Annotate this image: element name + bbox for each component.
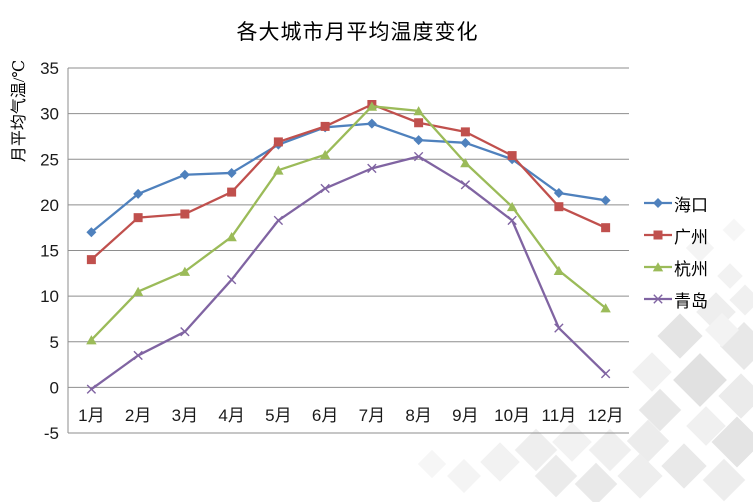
gridlines — [68, 67, 629, 434]
legend-marker-triangle-icon — [644, 262, 672, 272]
svg-text:6月: 6月 — [312, 406, 338, 425]
svg-text:11月: 11月 — [542, 406, 577, 425]
svg-text:20: 20 — [40, 196, 59, 215]
svg-text:10: 10 — [40, 287, 59, 306]
legend-label: 青岛 — [674, 291, 708, 311]
legend-marker-square-icon — [644, 230, 672, 240]
svg-text:1月: 1月 — [78, 406, 104, 425]
svg-text:30: 30 — [40, 105, 59, 124]
chart-title: 各大城市月平均温度变化 — [236, 20, 479, 44]
svg-text:35: 35 — [40, 59, 59, 78]
legend-item-guangzhou: 广州 — [644, 224, 708, 247]
svg-text:8月: 8月 — [405, 406, 431, 425]
svg-text:0: 0 — [50, 378, 59, 397]
svg-text:15: 15 — [40, 242, 59, 261]
chart-legend: 海口 广州 杭州 青岛 — [644, 192, 708, 320]
legend-item-haikou: 海口 — [644, 192, 708, 215]
legend-item-hangzhou: 杭州 — [644, 256, 708, 279]
svg-text:3月: 3月 — [172, 406, 198, 425]
legend-label: 广州 — [674, 227, 708, 247]
svg-text:9月: 9月 — [452, 406, 478, 425]
series-hangzhou — [86, 101, 611, 345]
y-axis-title: 月平均气温/℃ — [11, 59, 28, 163]
svg-text:2月: 2月 — [125, 406, 151, 425]
svg-text:7月: 7月 — [359, 406, 385, 425]
y-tick-labels: -5 0 5 10 15 20 25 30 35 — [40, 59, 59, 443]
legend-marker-x-icon — [644, 294, 672, 304]
svg-text:10月: 10月 — [494, 406, 530, 425]
svg-text:-5: -5 — [44, 424, 59, 443]
series-qingdao — [86, 151, 611, 394]
legend-label: 杭州 — [674, 259, 708, 279]
svg-text:25: 25 — [40, 150, 59, 169]
legend-marker-diamond-icon — [644, 198, 672, 208]
legend-item-qingdao: 青岛 — [644, 288, 708, 311]
svg-text:4月: 4月 — [218, 406, 244, 425]
x-tick-labels: 1月 2月 3月 4月 5月 6月 7月 8月 9月 10月 11月 12月 — [78, 406, 623, 425]
svg-text:5: 5 — [50, 333, 59, 352]
svg-text:12月: 12月 — [588, 406, 624, 425]
legend-label: 海口 — [674, 195, 708, 215]
svg-text:5月: 5月 — [265, 406, 291, 425]
